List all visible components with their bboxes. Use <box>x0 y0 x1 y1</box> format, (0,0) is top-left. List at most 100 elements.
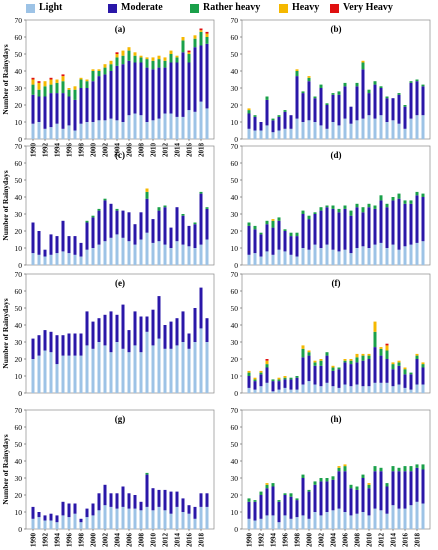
bar-b-2015-rather-heavy <box>397 93 401 95</box>
bar-a-2013-rather-heavy <box>169 54 173 63</box>
bar-a-2001-light <box>97 120 101 139</box>
bar-e-2005-light <box>121 348 125 393</box>
bar-f-2017-moderate <box>409 374 413 390</box>
bar-h-2011-rather-heavy <box>373 466 377 472</box>
bar-a-2010-rather-heavy <box>151 60 155 70</box>
bar-h-1998-rather-heavy <box>295 498 299 501</box>
bar-b-2016-light <box>403 128 407 139</box>
bar-b-2014-light <box>391 120 395 139</box>
bar-f-1995-moderate <box>277 381 281 390</box>
bar-b-2001-light <box>313 122 317 139</box>
y-tick-label-f: 30 <box>231 338 239 347</box>
bar-a-2008-rather-heavy <box>139 57 143 63</box>
bar-h-2010-light <box>367 515 371 529</box>
y-tick-label-g: 60 <box>15 423 23 432</box>
x-tick-label-a: 2014 <box>174 143 182 158</box>
bar-d-2014-light <box>391 244 395 265</box>
bar-b-2000-light <box>307 120 311 139</box>
y-tick-label-a: 0 <box>18 135 22 144</box>
bar-a-1993-light <box>49 127 53 139</box>
bar-a-1997-moderate <box>73 99 77 131</box>
bar-a-2015-heavy <box>181 37 185 41</box>
bar-b-2007-light <box>349 123 353 139</box>
bar-h-1999-light <box>301 515 305 529</box>
bar-b-2009-moderate <box>361 69 365 119</box>
bar-g-2009-rather-heavy <box>145 472 149 475</box>
y-tick-label-e: 20 <box>15 355 23 364</box>
y-tick-label-b: 40 <box>231 67 239 76</box>
y-tick-label-b: 20 <box>231 101 239 110</box>
y-tick-label-e: 10 <box>15 372 23 381</box>
y-tick-label-d: 30 <box>231 210 239 219</box>
bar-d-2019-moderate <box>421 197 425 242</box>
bar-a-1994-rather-heavy <box>55 82 59 94</box>
bar-h-2019-moderate <box>421 469 425 504</box>
bar-a-1998-heavy <box>79 77 83 80</box>
bar-e-2011-moderate <box>157 296 161 339</box>
bar-g-2014-moderate <box>175 491 179 507</box>
bar-g-1995-light <box>61 515 65 529</box>
bar-h-1996-light <box>283 515 287 529</box>
bar-a-2009-moderate <box>145 67 149 122</box>
bar-h-2000-moderate <box>307 491 311 519</box>
bar-b-1990-light <box>247 128 251 139</box>
bar-a-2000-rather-heavy <box>91 71 95 82</box>
bar-d-2000-light <box>307 249 311 265</box>
bar-h-1995-moderate <box>277 501 281 523</box>
bar-b-1999-light <box>301 122 305 139</box>
bar-a-2005-moderate <box>121 64 125 122</box>
y-tick-label-c: 50 <box>15 176 23 185</box>
bar-e-2006-light <box>127 352 131 393</box>
y-tick-label-d: 0 <box>234 261 238 270</box>
y-tick-label-a: 60 <box>15 33 23 42</box>
bar-g-1995-moderate <box>61 501 65 516</box>
bar-g-2018-light <box>199 506 203 529</box>
bar-h-2011-moderate <box>373 471 377 509</box>
bar-b-2006-rather-heavy <box>343 82 347 87</box>
y-tick-label-a: 70 <box>15 16 23 25</box>
bar-f-2007-rather-heavy <box>349 360 353 365</box>
bar-d-1998-moderate <box>295 236 299 257</box>
bar-d-2013-rather-heavy <box>385 203 389 208</box>
panel-title-b: (b) <box>331 24 342 34</box>
bar-g-1996-light <box>67 517 71 529</box>
bar-c-1991-light <box>37 254 41 265</box>
bar-c-1999-light <box>85 249 89 265</box>
bar-d-1990-rather-heavy <box>247 222 251 226</box>
bar-d-2008-light <box>355 248 359 265</box>
bar-b-2002-light <box>319 125 323 139</box>
bar-d-2013-moderate <box>385 207 389 248</box>
bar-g-2012-moderate <box>163 489 167 511</box>
bar-g-2019-light <box>205 506 209 529</box>
bar-b-1991-light <box>253 130 257 139</box>
bar-f-2008-moderate <box>355 362 359 385</box>
bar-d-2010-rather-heavy <box>367 203 371 208</box>
bar-d-2012-light <box>379 242 383 265</box>
bar-e-2014-light <box>175 345 179 393</box>
bar-d-2016-rather-heavy <box>403 200 407 204</box>
bar-c-1997-moderate <box>73 236 77 255</box>
bar-d-1996-moderate <box>283 231 287 252</box>
bar-a-2007-heavy <box>133 52 137 56</box>
bar-h-2009-moderate <box>361 478 365 512</box>
bar-g-2007-moderate <box>133 495 137 509</box>
bar-c-1990-light <box>31 253 35 265</box>
bar-b-2017-rather-heavy <box>409 81 413 83</box>
bar-b-2017-moderate <box>409 82 413 119</box>
bar-a-1998-rather-heavy <box>79 79 83 88</box>
bar-c-1998-light <box>79 256 83 265</box>
legend-label-rather-heavy: Rather heavy <box>203 2 261 13</box>
bar-d-2015-moderate <box>397 198 401 250</box>
bar-d-2007-light <box>349 253 353 265</box>
bar-c-2000-moderate <box>91 217 95 248</box>
bar-a-2001-heavy <box>97 69 101 71</box>
y-tick-label-g: 50 <box>15 440 23 449</box>
bar-a-1995-light <box>61 128 65 139</box>
x-tick-label-g: 2008 <box>138 533 146 548</box>
bar-e-2003-light <box>109 352 113 393</box>
bar-g-2011-moderate <box>157 489 161 507</box>
bar-b-2012-light <box>379 115 383 139</box>
bar-f-1996-heavy <box>283 376 287 378</box>
bar-d-2004-light <box>331 249 335 265</box>
bar-e-1995-moderate <box>61 335 65 356</box>
